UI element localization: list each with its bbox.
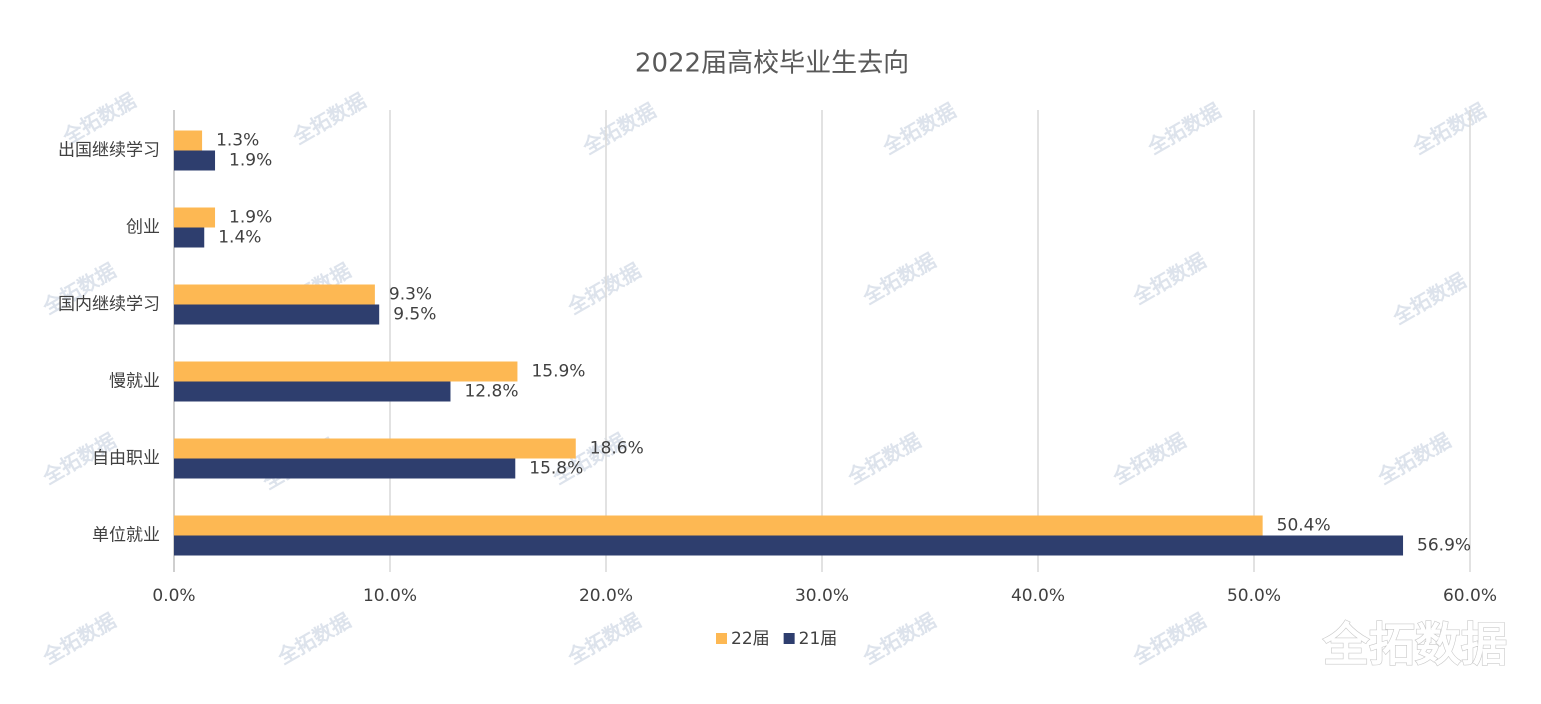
watermark: 全拓数据 (38, 608, 120, 669)
watermark: 全拓数据 (273, 608, 355, 669)
y-tick-label: 自由职业 (92, 449, 160, 469)
bar (174, 438, 576, 459)
x-tick-label: 50.0% (1227, 586, 1281, 606)
x-tick-label: 60.0% (1443, 586, 1497, 606)
bar (174, 207, 216, 228)
bar (174, 361, 518, 382)
y-tick-label: 慢就业 (109, 371, 160, 392)
data-label: 1.9% (229, 208, 272, 228)
data-label: 15.9% (531, 362, 585, 382)
data-label: 56.9% (1417, 536, 1471, 556)
watermark: 全拓数据 (858, 608, 940, 669)
x-tick-label: 30.0% (795, 586, 849, 606)
legend-swatch (783, 633, 795, 644)
watermark: 全拓数据 (858, 248, 940, 309)
watermark: 全拓数据 (578, 98, 660, 159)
x-tick-label: 40.0% (1011, 586, 1065, 606)
watermark: 全拓数据 (563, 608, 645, 669)
data-label: 12.8% (464, 382, 518, 402)
bar (174, 284, 375, 305)
data-label: 1.4% (218, 228, 261, 248)
bar (174, 150, 216, 171)
data-label: 1.9% (229, 151, 272, 171)
bar (174, 304, 380, 325)
watermark: 全拓数据 (1388, 268, 1470, 329)
watermark: 全拓数据 (1128, 608, 1210, 669)
watermark: 全拓数据 (1128, 248, 1210, 309)
y-tick-label: 出国继续学习 (58, 141, 160, 161)
watermark: 全拓数据 (563, 258, 645, 319)
chart-title: 2022届高校毕业生去向 (635, 49, 909, 79)
bar (174, 381, 451, 402)
bar (174, 227, 205, 248)
data-label: 9.5% (393, 305, 436, 325)
legend-label: 22届 (731, 629, 770, 649)
data-label: 50.4% (1277, 516, 1331, 536)
bar (174, 458, 516, 479)
watermark: 全拓数据 (1408, 98, 1490, 159)
x-tick-label: 20.0% (579, 586, 633, 606)
y-tick-label: 创业 (126, 218, 160, 238)
bar (174, 535, 1404, 556)
watermark: 全拓数据 (288, 88, 370, 149)
y-tick-label: 国内继续学习 (58, 295, 160, 315)
watermark: 全拓数据 (1108, 428, 1190, 489)
data-label: 1.3% (216, 131, 259, 151)
legend-label: 21届 (799, 629, 838, 649)
logo: 全拓数据 (1322, 618, 1507, 672)
x-tick-label: 10.0% (363, 586, 417, 606)
bar (174, 515, 1263, 536)
x-tick-label: 0.0% (152, 586, 195, 606)
watermark: 全拓数据 (878, 98, 960, 159)
y-tick-label: 单位就业 (92, 526, 160, 546)
watermark: 全拓数据 (843, 428, 925, 489)
legend-swatch (716, 633, 727, 644)
watermark: 全拓数据 (1143, 98, 1225, 159)
bar (174, 130, 203, 151)
data-label: 18.6% (590, 439, 644, 459)
watermark: 全拓数据 (1373, 428, 1455, 489)
data-label: 9.3% (389, 285, 432, 305)
data-label: 15.8% (529, 459, 583, 479)
